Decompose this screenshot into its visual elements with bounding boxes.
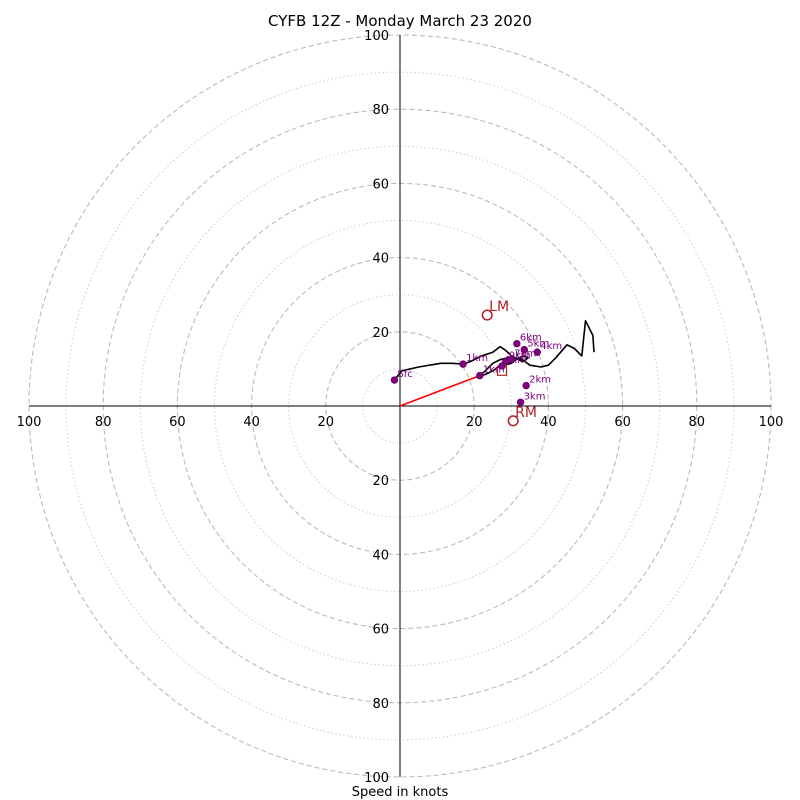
tick-left-100: 100: [17, 415, 42, 430]
height-label-2: 1km: [483, 365, 505, 376]
tick-left-20: 20: [318, 415, 335, 430]
tick-left-40: 40: [243, 415, 260, 430]
tick-down-80: 80: [372, 697, 389, 712]
height-point-6: [520, 345, 528, 354]
storm-rm-label: RM: [515, 405, 537, 421]
height-label-5: 6km: [520, 333, 542, 344]
tick-down-100: 100: [364, 771, 389, 786]
height-label-6: 5km: [527, 339, 549, 350]
storm-motion-vector: [399, 374, 481, 407]
height-point-1: [459, 360, 467, 368]
tick-down-40: 40: [372, 548, 389, 563]
chart-title: CYFB 12Z - Monday March 23 2020: [268, 12, 532, 30]
height-label-9: 7km: [514, 349, 536, 360]
tick-up-40: 40: [372, 252, 389, 267]
height-point-3: [522, 381, 530, 390]
tick-down-60: 60: [372, 623, 389, 638]
tick-up-80: 80: [372, 103, 389, 118]
height-point-4: [516, 398, 525, 406]
tick-right-100: 100: [759, 415, 784, 430]
height-point-0: [390, 376, 399, 384]
storm-rm-marker: [507, 415, 519, 427]
height-point-7: [533, 348, 541, 356]
tick-down-20: 20: [372, 474, 389, 489]
tick-labels: 20 20 20 20 40 40 40 40 60 60 60 60 80 80 80 80 100 100 10…: [17, 29, 784, 786]
height-label-1: 1km: [466, 353, 488, 364]
tick-right-60: 60: [614, 415, 631, 430]
tick-up-60: 60: [372, 177, 389, 192]
storm-lm-marker: [481, 309, 493, 321]
height-label-8: 9km: [509, 350, 531, 361]
tick-left-60: 60: [169, 415, 186, 430]
height-point-5: [513, 339, 521, 348]
height-label-4: 3km: [524, 391, 546, 402]
height-label-0: Sfc: [397, 369, 412, 380]
height-point-9: [507, 355, 515, 364]
tick-right-80: 80: [689, 415, 706, 430]
storm-motion-markers: LM RM: [481, 299, 537, 427]
x-axis-label: Speed in knots: [352, 785, 449, 800]
height-label-3: 2km: [529, 375, 551, 386]
tick-up-20: 20: [372, 326, 389, 341]
storm-lm-label: LM: [489, 299, 509, 315]
tick-left-80: 80: [95, 415, 112, 430]
tick-up-100: 100: [364, 29, 389, 44]
height-label-10: 8km: [505, 355, 527, 366]
tick-right-40: 40: [540, 415, 557, 430]
height-point-2: [476, 371, 484, 380]
height-point-10: [498, 362, 506, 370]
height-label-7: 4km: [540, 341, 562, 352]
tick-right-20: 20: [466, 415, 483, 430]
